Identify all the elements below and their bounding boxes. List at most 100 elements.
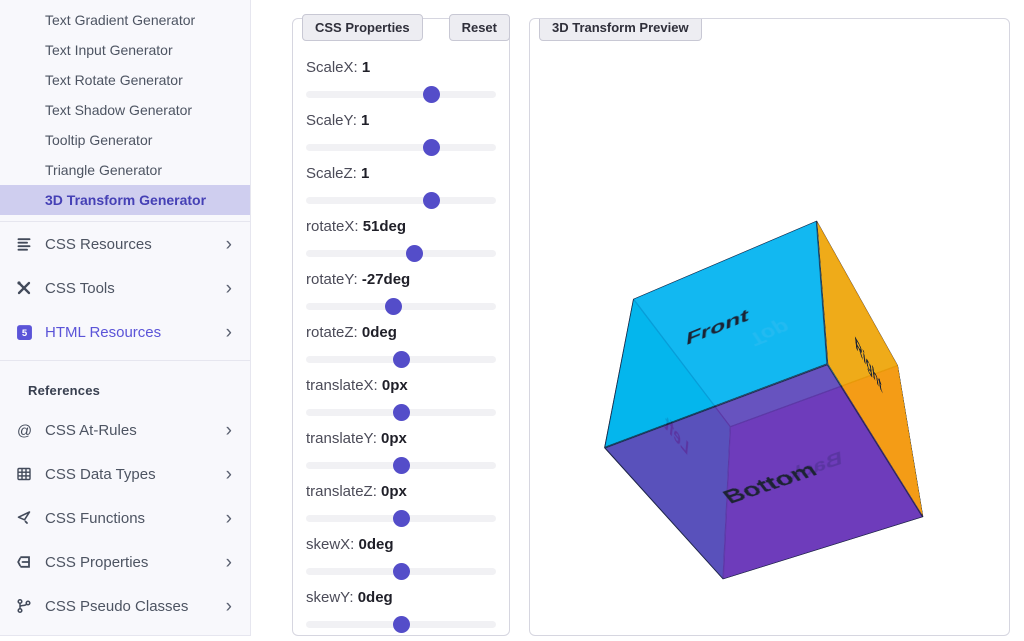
slider-track[interactable] (306, 462, 496, 469)
sidebar-reference-css-functions[interactable]: CSS Functions › (0, 496, 250, 540)
sidebar-section-css-resources[interactable]: CSS Resources › (0, 222, 250, 266)
slider-track[interactable] (306, 356, 496, 363)
cube-face-label: Right (854, 330, 884, 397)
sidebar-item-text-input-generator[interactable]: Text Input Generator (0, 35, 250, 65)
preview-stage: FrontBackRightLeftTopBottom (530, 19, 1009, 635)
sidebar-item-tooltip-generator[interactable]: Tooltip Generator (0, 125, 250, 155)
slider-label: ScaleY: 1 (306, 110, 496, 132)
item-label: CSS Tools (45, 280, 226, 297)
slider-thumb[interactable] (393, 457, 410, 474)
item-label: HTML Resources (45, 324, 226, 341)
sidebar-item-triangle-generator[interactable]: Triangle Generator (0, 155, 250, 185)
references-heading: References (0, 361, 250, 408)
css3-icon (14, 553, 34, 571)
slider-label: skewY: 0deg (306, 587, 496, 609)
slider-track[interactable] (306, 197, 496, 204)
item-label: CSS At-Rules (45, 422, 226, 439)
sidebar-item-text-shadow-generator[interactable]: Text Shadow Generator (0, 95, 250, 125)
reset-button[interactable]: Reset (449, 14, 510, 41)
slider-track[interactable] (306, 515, 496, 522)
sidebar-section-html-resources[interactable]: 5 HTML Resources › (0, 310, 250, 354)
slider-group-rotatez: rotateZ: 0deg (306, 322, 496, 363)
chevron-right-icon: › (226, 323, 232, 342)
slider-label: translateY: 0px (306, 428, 496, 450)
slider-thumb[interactable] (393, 351, 410, 368)
slider-group-skewy: skewY: 0deg (306, 587, 496, 628)
chevron-right-icon: › (226, 465, 232, 484)
slider-track[interactable] (306, 409, 496, 416)
tools-icon (14, 279, 34, 297)
slider-value: 0deg (362, 324, 397, 341)
table-icon (14, 465, 34, 483)
slider-value: 51deg (363, 218, 406, 235)
generator-list: Text Gradient Generator Text Input Genera… (0, 0, 250, 215)
chevron-right-icon: › (226, 509, 232, 528)
slider-group-skewx: skewX: 0deg (306, 534, 496, 575)
transform-cube: FrontBackRightLeftTopBottom (668, 297, 879, 518)
at-icon: @ (14, 421, 34, 439)
sidebar-section-css-tools[interactable]: CSS Tools › (0, 266, 250, 310)
sidebar-reference-css-properties[interactable]: CSS Properties › (0, 540, 250, 584)
slider-value: 0px (381, 430, 407, 447)
sidebar-reference-css-pseudo-classes[interactable]: CSS Pseudo Classes › (0, 584, 250, 628)
sidebar-item-text-gradient-generator[interactable]: Text Gradient Generator (0, 5, 250, 35)
item-label: CSS Functions (45, 510, 226, 527)
slider-track[interactable] (306, 621, 496, 628)
chevron-right-icon: › (226, 279, 232, 298)
item-label: CSS Properties (45, 554, 226, 571)
slider-track[interactable] (306, 144, 496, 151)
slider-track[interactable] (306, 250, 496, 257)
slider-value: -27deg (362, 271, 410, 288)
slider-value: 1 (361, 112, 369, 129)
slider-group-scalex: ScaleX: 1 (306, 57, 496, 98)
item-label: CSS Data Types (45, 466, 226, 483)
slider-thumb[interactable] (423, 139, 440, 156)
svg-text:5: 5 (21, 328, 27, 339)
references-list: @ CSS At-Rules › CSS Data Types › CSS Functio… (0, 408, 250, 628)
slider-list: ScaleX: 1 ScaleY: 1 ScaleZ: 1 rotateX: 51de… (293, 19, 509, 628)
lines-icon (14, 235, 34, 253)
slider-group-scalez: ScaleZ: 1 (306, 163, 496, 204)
section-list: CSS Resources › CSS Tools › 5 HTML Resources › (0, 222, 250, 354)
item-label: CSS Pseudo Classes (45, 598, 226, 615)
sidebar-item-3d-transform-generator[interactable]: 3D Transform Generator (0, 185, 250, 215)
chevron-right-icon: › (226, 421, 232, 440)
sidebar-reference-css-at-rules[interactable]: @ CSS At-Rules › (0, 408, 250, 452)
chevron-right-icon: › (226, 235, 232, 254)
slider-group-rotatey: rotateY: -27deg (306, 269, 496, 310)
slider-track[interactable] (306, 303, 496, 310)
slider-thumb[interactable] (393, 510, 410, 527)
slider-value: 0px (381, 483, 407, 500)
slider-label: ScaleX: 1 (306, 57, 496, 79)
slider-value: 0deg (359, 536, 394, 553)
css-properties-panel-title: CSS Properties (302, 14, 423, 41)
slider-thumb[interactable] (393, 616, 410, 633)
app-root: Text Gradient Generator Text Input Genera… (0, 0, 1024, 641)
slider-group-translatex: translateX: 0px (306, 375, 496, 416)
slider-label: skewX: 0deg (306, 534, 496, 556)
preview-panel: 3D Transform Preview FrontBackRightLeftT… (529, 18, 1010, 636)
sidebar-item-text-rotate-generator[interactable]: Text Rotate Generator (0, 65, 250, 95)
css-properties-panel: CSS Properties Reset ScaleX: 1 ScaleY: 1S… (292, 18, 510, 636)
slider-label: translateZ: 0px (306, 481, 496, 503)
slider-thumb[interactable] (423, 192, 440, 209)
branch-icon (14, 597, 34, 615)
cube-face-label: Front (685, 304, 749, 350)
slider-group-rotatex: rotateX: 51deg (306, 216, 496, 257)
slider-label: ScaleZ: 1 (306, 163, 496, 185)
sidebar-reference-css-data-types[interactable]: CSS Data Types › (0, 452, 250, 496)
item-label: CSS Resources (45, 236, 226, 253)
slider-track[interactable] (306, 91, 496, 98)
slider-thumb[interactable] (406, 245, 423, 262)
slider-label: rotateY: -27deg (306, 269, 496, 291)
slider-track[interactable] (306, 568, 496, 575)
slider-group-translatey: translateY: 0px (306, 428, 496, 469)
slider-label: rotateX: 51deg (306, 216, 496, 238)
slider-thumb[interactable] (393, 404, 410, 421)
slider-group-translatez: translateZ: 0px (306, 481, 496, 522)
html5-icon: 5 (14, 323, 34, 341)
slider-thumb[interactable] (393, 563, 410, 580)
slider-thumb[interactable] (385, 298, 402, 315)
slider-thumb[interactable] (423, 86, 440, 103)
slider-label: rotateZ: 0deg (306, 322, 496, 344)
